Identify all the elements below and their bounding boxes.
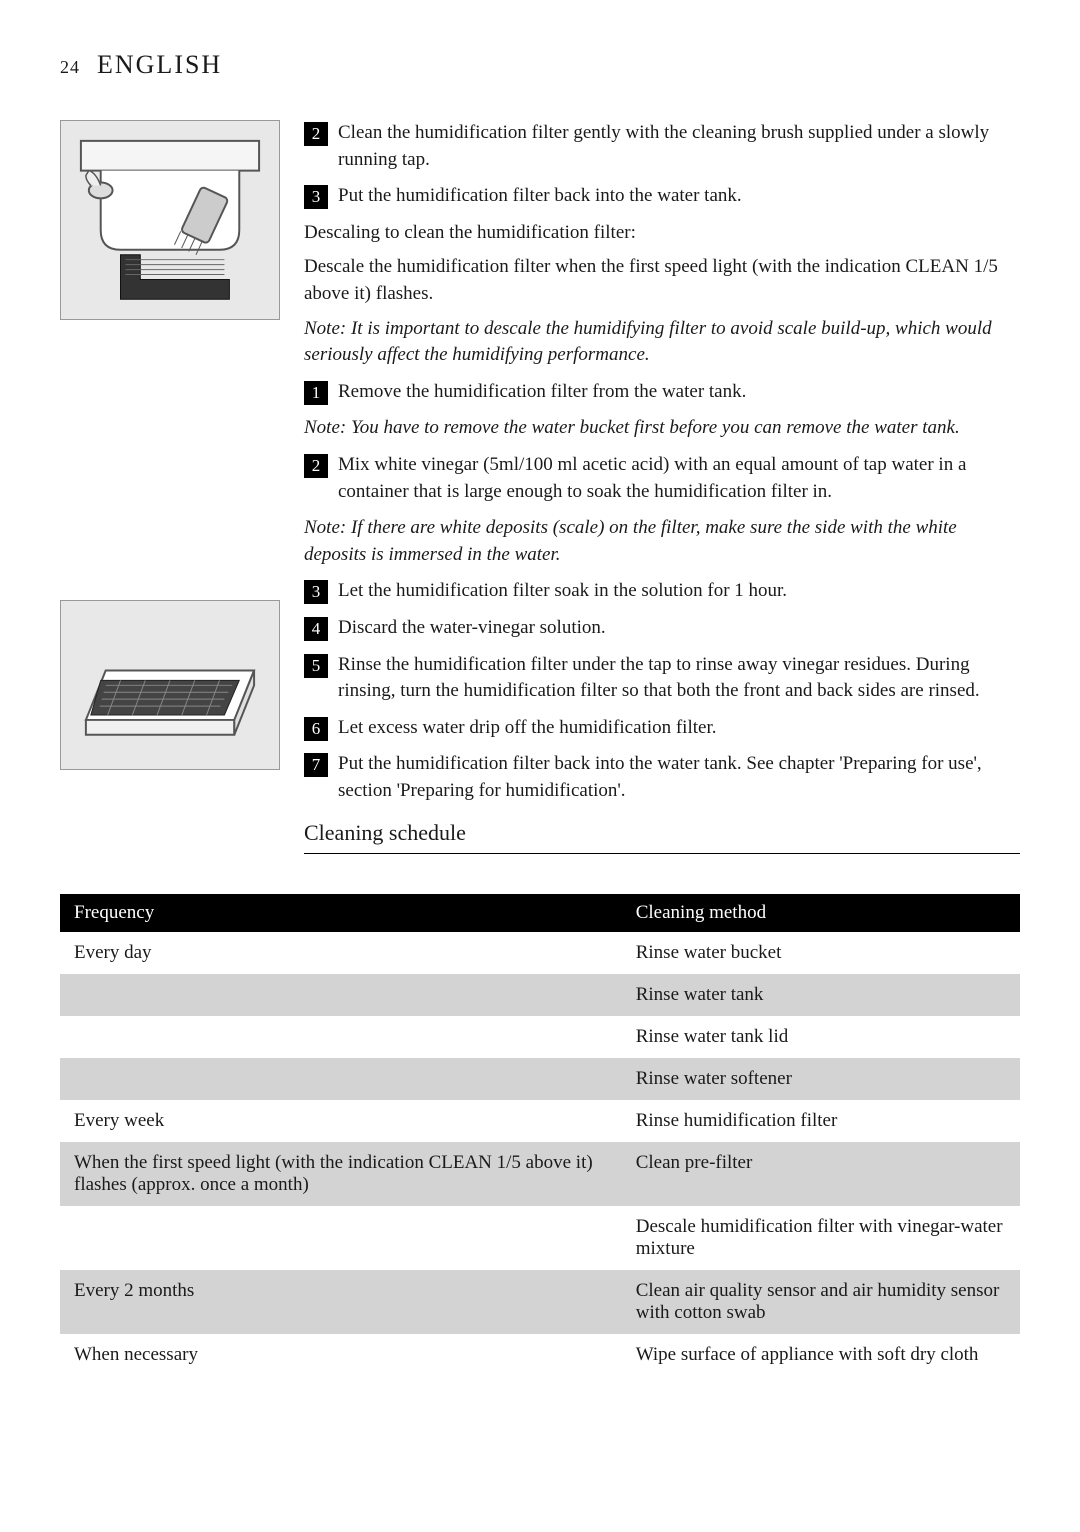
cell-method: Clean air quality sensor and air humidit… [622, 1270, 1020, 1334]
cell-frequency: When necessary [60, 1334, 622, 1376]
step-d-7: 7 Put the humidification filter back int… [304, 751, 1020, 804]
step-text: Put the humidification filter back into … [338, 751, 1020, 804]
figure-column [60, 120, 280, 864]
table-header-row: Frequency Cleaning method [60, 894, 1020, 932]
step-text: Let the humidification filter soak in th… [338, 578, 1020, 605]
step-number-box: 4 [304, 617, 328, 641]
table-row: Rinse water tank lid [60, 1016, 1020, 1058]
soak-illustration-icon [76, 621, 264, 750]
step-number-box: 7 [304, 753, 328, 777]
cell-frequency [60, 974, 622, 1016]
step-text: Remove the humidification filter from th… [338, 379, 1020, 406]
cell-method: Descale humidification filter with vineg… [622, 1206, 1020, 1270]
note-1: Note: It is important to descale the hum… [304, 316, 1020, 369]
note-2: Note: You have to remove the water bucke… [304, 415, 1020, 442]
cell-method: Wipe surface of appliance with soft dry … [622, 1334, 1020, 1376]
cell-frequency: Every 2 months [60, 1270, 622, 1334]
step-d-5: 5 Rinse the humidification filter under … [304, 652, 1020, 705]
table-row: When the first speed light (with the ind… [60, 1142, 1020, 1206]
cell-frequency: Every week [60, 1100, 622, 1142]
cell-method: Rinse water tank lid [622, 1016, 1020, 1058]
col-frequency: Frequency [60, 894, 622, 932]
page-number: 24 [60, 57, 80, 77]
language-label: ENGLISH [97, 50, 222, 79]
step-a-2: 2 Clean the humidification filter gently… [304, 120, 1020, 173]
table-row: Rinse water softener [60, 1058, 1020, 1100]
table-row: Every weekRinse humidification filter [60, 1100, 1020, 1142]
step-d-3: 3 Let the humidification filter soak in … [304, 578, 1020, 605]
text-column: 2 Clean the humidification filter gently… [304, 120, 1020, 864]
step-number-box: 5 [304, 654, 328, 678]
step-c-2: 2 Mix white vinegar (5ml/100 ml acetic a… [304, 452, 1020, 505]
figure-cleaning-brush [60, 120, 280, 320]
descale-title: Descaling to clean the humidification fi… [304, 220, 1020, 247]
step-d-4: 4 Discard the water-vinegar solution. [304, 615, 1020, 642]
cell-frequency [60, 1058, 622, 1100]
cell-frequency: When the first speed light (with the ind… [60, 1142, 622, 1206]
cell-method: Rinse water bucket [622, 932, 1020, 974]
step-text: Mix white vinegar (5ml/100 ml acetic aci… [338, 452, 1020, 505]
table-row: Every dayRinse water bucket [60, 932, 1020, 974]
step-number-box: 1 [304, 381, 328, 405]
step-number-box: 3 [304, 185, 328, 209]
cell-method: Rinse water tank [622, 974, 1020, 1016]
table-row: Descale humidification filter with vineg… [60, 1206, 1020, 1270]
cell-method: Rinse water softener [622, 1058, 1020, 1100]
step-d-6: 6 Let excess water drip off the humidifi… [304, 715, 1020, 742]
note-3: Note: If there are white deposits (scale… [304, 515, 1020, 568]
step-number-box: 2 [304, 454, 328, 478]
descale-body: Descale the humidification filter when t… [304, 254, 1020, 307]
content-area: 2 Clean the humidification filter gently… [60, 120, 1020, 864]
table-row: Every 2 monthsClean air quality sensor a… [60, 1270, 1020, 1334]
schedule-heading: Cleaning schedule [304, 818, 1020, 854]
step-a-3: 3 Put the humidification filter back int… [304, 183, 1020, 210]
brush-illustration-icon [71, 131, 269, 309]
table-row: Rinse water tank [60, 974, 1020, 1016]
figure-soaking-filter [60, 600, 280, 770]
step-b-1: 1 Remove the humidification filter from … [304, 379, 1020, 406]
step-text: Clean the humidification filter gently w… [338, 120, 1020, 173]
cleaning-schedule-table: Frequency Cleaning method Every dayRinse… [60, 894, 1020, 1376]
step-number-box: 3 [304, 580, 328, 604]
cell-frequency: Every day [60, 932, 622, 974]
step-text: Discard the water-vinegar solution. [338, 615, 1020, 642]
page: 24 ENGLISH [0, 0, 1080, 1426]
cell-frequency [60, 1206, 622, 1270]
step-text: Put the humidification filter back into … [338, 183, 1020, 210]
step-number-box: 6 [304, 717, 328, 741]
col-method: Cleaning method [622, 894, 1020, 932]
page-header: 24 ENGLISH [60, 50, 1020, 80]
table-row: When necessaryWipe surface of appliance … [60, 1334, 1020, 1376]
cell-frequency [60, 1016, 622, 1058]
cell-method: Clean pre-filter [622, 1142, 1020, 1206]
step-number-box: 2 [304, 122, 328, 146]
step-text: Rinse the humidification filter under th… [338, 652, 1020, 705]
cell-method: Rinse humidification filter [622, 1100, 1020, 1142]
step-text: Let excess water drip off the humidifica… [338, 715, 1020, 742]
